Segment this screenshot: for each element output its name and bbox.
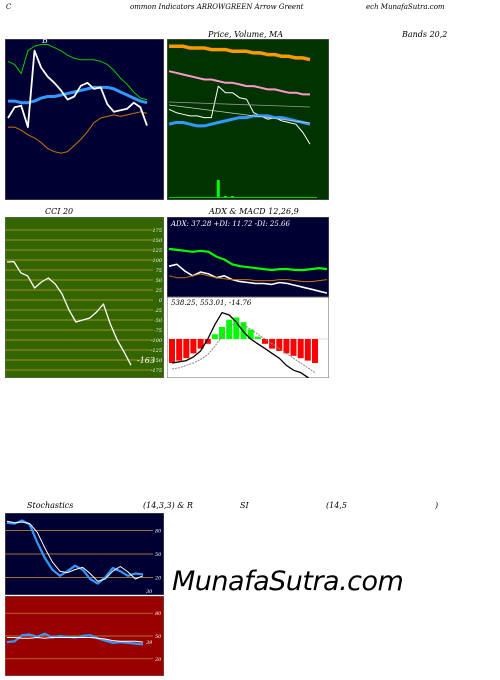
cci-tick-label: -50 [154, 318, 163, 324]
price-ma_long-line [169, 44, 311, 62]
cci-tick-label: -75 [154, 328, 162, 334]
bollinger-marker: B [42, 39, 48, 45]
macd-histogram-bar [183, 339, 190, 359]
rsi-chart: 80 50 20 39 [5, 596, 164, 676]
cci-tick-label: 25 [155, 288, 162, 294]
volume-bar [216, 180, 220, 198]
bollinger-panel: B [5, 39, 164, 200]
cci-tick-label: 150 [152, 238, 162, 244]
macd-chart [167, 297, 329, 378]
macd-histogram-bar [276, 339, 283, 351]
bollinger-chart [5, 39, 164, 200]
macd-panel: 538.25, 553.01, -14.76 [167, 297, 329, 378]
cci-tick-label: 125 [152, 248, 162, 254]
stochastics-d-line [6, 520, 144, 582]
cci-tick-label: 175 [152, 228, 162, 234]
stochastics-k-line [6, 519, 144, 585]
stochastics-tick-label: 80 [155, 529, 162, 535]
macd-histogram-bar [247, 329, 254, 339]
macd-histogram-bar [197, 339, 204, 349]
macd-histogram-bar [204, 339, 211, 344]
adx-adx-line [168, 247, 328, 272]
macd-histogram-bar [219, 327, 225, 339]
price-ma-grey-line [168, 101, 311, 108]
price-ma_mid-line [168, 70, 310, 96]
macd-signal-line [171, 321, 316, 374]
cci-tick-label: -125 [151, 348, 162, 354]
cci-chart: 175 150 125 100 75 50 25 0 -25 -50 -75 -100 -125 -150… [5, 217, 164, 378]
macd-histogram-bar [176, 339, 183, 361]
header-letter: C [6, 3, 12, 11]
rsi-tick-label: 80 [155, 611, 162, 617]
cci-tick-label: 50 [156, 278, 163, 284]
macd-histogram-bar [169, 339, 175, 363]
adx-plus_di-line [168, 263, 328, 294]
price-panel [167, 39, 329, 200]
cci-line [6, 260, 132, 366]
header-site: ech MunafaSutra.com [366, 3, 445, 11]
adx-values: ADX: 37.28 +DI: 11.72 -DI: 25.66 [171, 220, 290, 228]
rsi-rsi_slow-line [7, 637, 144, 643]
rsi-params: (14,5 [326, 501, 347, 510]
stochastics-title: Stochastics [27, 501, 74, 510]
stochastics-tick-label: 50 [155, 552, 162, 558]
rsi-title: SI [240, 501, 249, 510]
rsi-tick-label: 50 [155, 634, 162, 640]
price-ma-light-line [168, 104, 311, 124]
macd-histogram-bar [190, 339, 197, 354]
rsi-tick-label: 20 [154, 657, 162, 663]
header-title: ommon Indicators ARROWGREEN Arrow Greent [130, 3, 304, 11]
cci-panel: 175 150 125 100 75 50 25 0 -25 -50 -75 -100 -125 -150… [5, 217, 164, 378]
stochastics-tick-label: 20 [154, 575, 162, 581]
stochastics-params: (14,3,3) & R [143, 501, 193, 510]
price-chart [167, 39, 329, 200]
cci-title: CCI 20 [45, 207, 74, 216]
watermark: MunafaSutra.com [172, 566, 404, 597]
cci-tick-label: -175 [151, 368, 162, 374]
macd-histogram-bar [226, 319, 233, 339]
stochastics-last-label: 30 [146, 589, 153, 595]
adx-chart [167, 217, 329, 297]
macd-histogram-bar [240, 322, 247, 339]
adx-macd-title: ADX & MACD 12,26,9 [209, 207, 299, 216]
macd-histogram-bar [233, 317, 240, 339]
cci-tick-label: 100 [152, 258, 162, 264]
cci-last-label: -163 [137, 356, 155, 365]
price-price-line [168, 85, 311, 145]
macd-histogram-bar [254, 336, 261, 339]
macd-histogram-bar [211, 334, 218, 339]
macd-values: 538.25, 553.01, -14.76 [171, 299, 252, 307]
macd-histogram-bar [304, 339, 311, 361]
rsi-panel: 80 50 20 39 [5, 596, 164, 676]
bollinger-bands-title: Bands 20,2 [402, 30, 448, 39]
rsi-params-close: ) [435, 501, 439, 510]
macd-macd-line [171, 311, 310, 378]
adx-minus_di-line [168, 273, 328, 283]
price-volume-ma-title: Price, Volume, MA [208, 30, 284, 39]
macd-histogram-bar [290, 339, 297, 356]
stochastics-panel: 80 50 20 30 [5, 513, 164, 595]
adx-panel: ADX: 37.28 +DI: 11.72 -DI: 25.66 [167, 217, 329, 297]
macd-histogram-bar [283, 339, 290, 354]
cci-tick-label: 75 [156, 268, 162, 274]
cci-tick-label: -100 [151, 338, 163, 344]
rsi-last-label: 39 [146, 640, 153, 646]
macd-histogram-bar [297, 339, 304, 359]
cci-tick-label: 0 [159, 298, 163, 304]
bollinger-price-line [7, 49, 148, 128]
bollinger-lower-line [8, 111, 148, 154]
cci-tick-label: -150 [151, 358, 163, 364]
stochastics-chart: 80 50 20 30 [5, 513, 164, 595]
macd-histogram-bar [312, 339, 318, 363]
cci-tick-label: -25 [154, 308, 162, 314]
bollinger-upper-line [7, 44, 148, 101]
macd-histogram-bar [262, 339, 268, 344]
price-ma_short-line [168, 114, 311, 128]
